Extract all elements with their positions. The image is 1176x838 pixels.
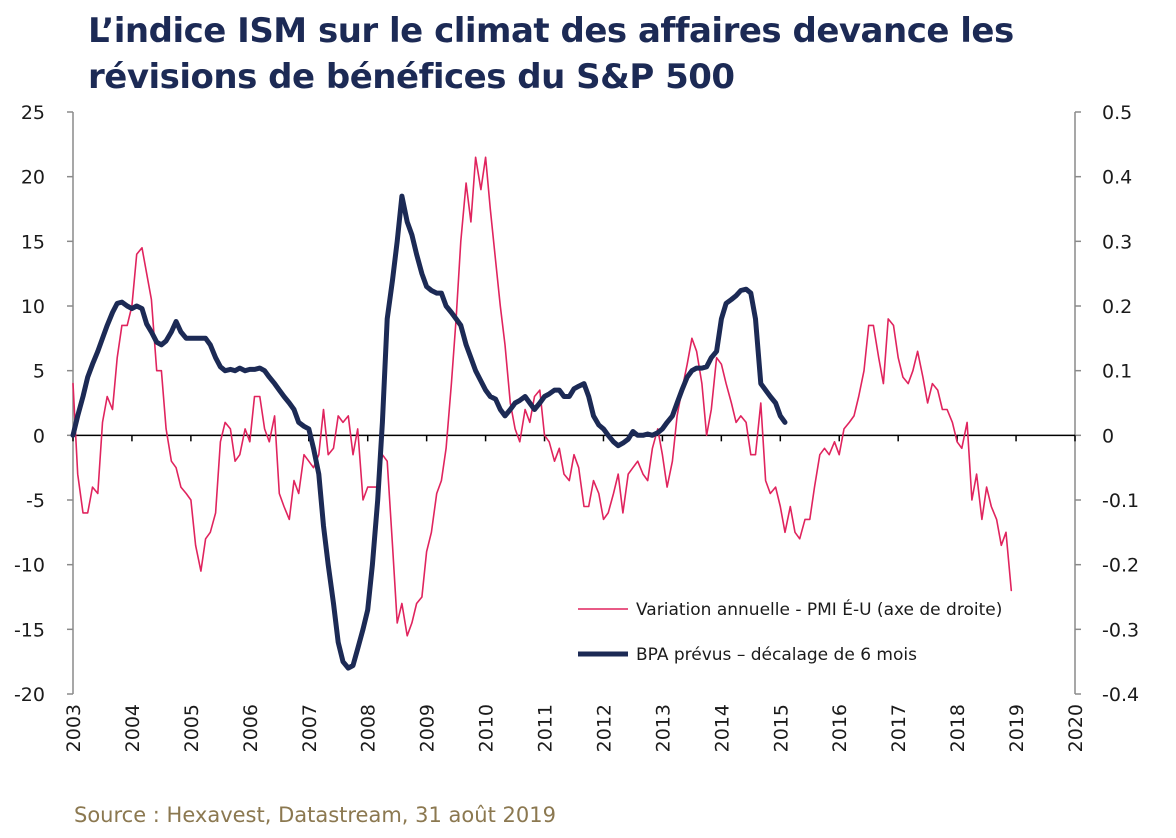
x-tick-label: 2013 [652,704,674,752]
left-y-axis: 25 20 15 10 5 0 -5 -10 -15 -20 [14,102,74,706]
chart-title-line-2: révisions de bénéfices du S&P 500 [88,57,735,97]
left-tick-label: -10 [14,555,45,577]
x-tick-label: 2009 [417,704,439,752]
left-tick-label: 0 [33,425,45,447]
x-tick-label: 2008 [358,704,380,752]
left-tick-label: -20 [14,684,45,706]
x-tick-label: 2011 [535,704,557,752]
right-tick-label: 0.5 [1102,102,1132,124]
x-tick-label: 2017 [888,704,910,752]
right-tick-label: 0.3 [1102,231,1132,253]
x-tick-label: 2003 [63,704,85,752]
left-tick-label: 20 [21,167,45,189]
eps-series-line [70,193,788,671]
legend-label-eps: BPA prévus – décalage de 6 mois [636,645,917,665]
right-tick-label: 0.4 [1102,167,1132,189]
x-axis: 2003 2004 2005 2006 2007 2008 2009 2010 2011 2012… [63,434,1087,752]
legend-label-pmi: Variation annuelle - PMI É-U (axe de dro… [636,598,1002,620]
right-tick-label: -0.4 [1102,684,1139,706]
x-tick-label: 2007 [299,704,321,752]
left-tick-label: 25 [21,102,45,124]
chart-title: L’indice ISM sur le climat des affaires … [88,8,1088,100]
left-tick-label: 10 [21,296,45,318]
x-tick-label: 2019 [1006,704,1028,752]
x-tick-label: 2014 [711,704,733,752]
pmi-series-line [72,156,1013,637]
x-tick-label: 2004 [122,704,144,752]
x-tick-label: 2005 [181,704,203,752]
right-tick-label: 0.2 [1102,296,1132,318]
x-tick-label: 2006 [240,704,262,752]
x-tick-label: 2012 [593,704,615,752]
right-tick-label: 0 [1102,425,1114,447]
x-tick-label: 2018 [947,704,969,752]
plot-area [70,156,1013,671]
right-tick-label: 0.1 [1102,361,1132,383]
left-tick-label: -5 [26,490,45,512]
chart-title-line-1: L’indice ISM sur le climat des affaires … [88,11,1014,51]
right-tick-label: -0.2 [1102,555,1139,577]
right-tick-label: -0.3 [1102,619,1139,641]
x-tick-label: 2016 [829,704,851,752]
x-tick-label: 2020 [1065,704,1087,752]
source-note: Source : Hexavest, Datastream, 31 août 2… [74,803,556,827]
x-tick-label: 2015 [770,704,792,752]
x-tick-label: 2010 [476,704,498,752]
left-tick-label: 15 [21,231,45,253]
left-tick-label: -15 [14,619,45,641]
right-y-axis: 0.5 0.4 0.3 0.2 0.1 0 -0.1 -0.2 -0.3 -0.4 [1074,102,1139,706]
legend: Variation annuelle - PMI É-U (axe de dro… [578,598,1002,665]
left-tick-label: 5 [33,361,45,383]
right-tick-label: -0.1 [1102,490,1139,512]
